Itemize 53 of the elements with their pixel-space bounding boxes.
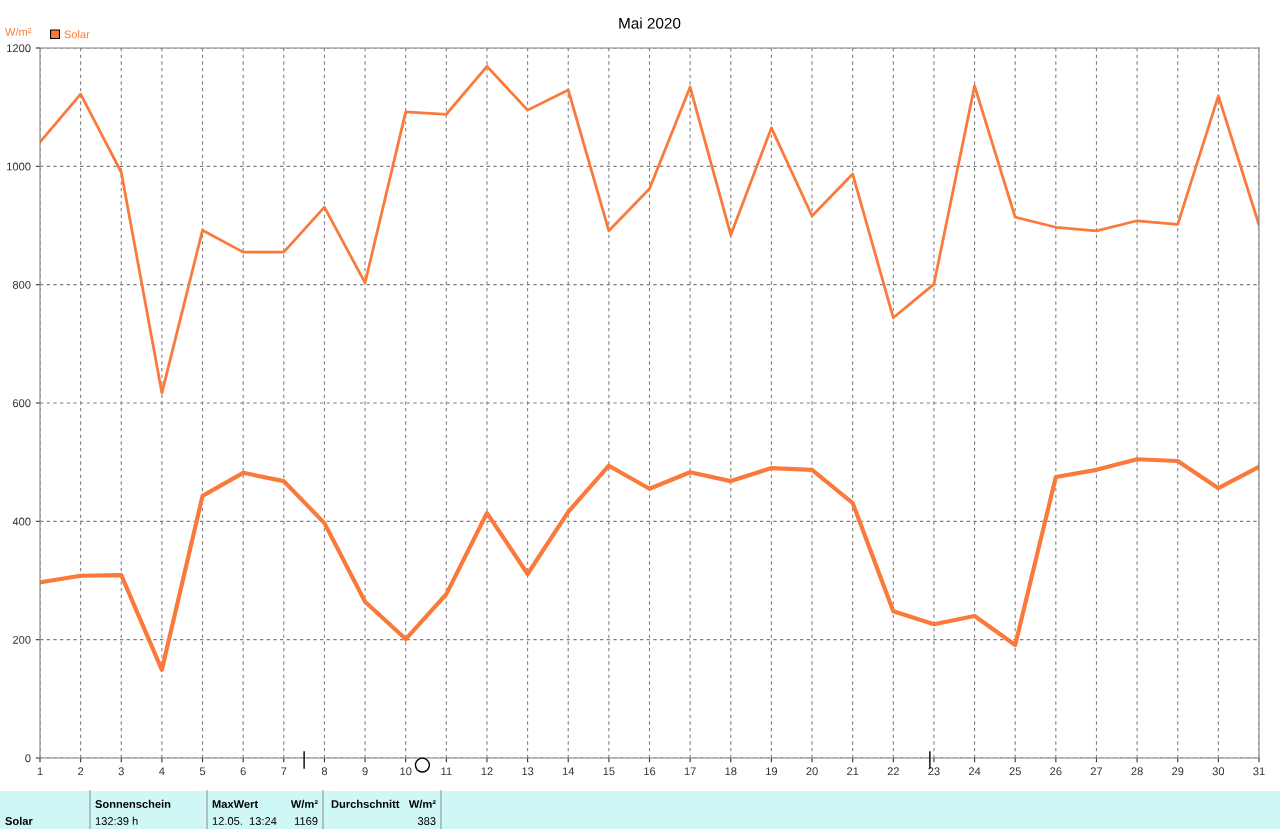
x-tick-label: 30 xyxy=(1212,767,1225,776)
x-tick-label: 28 xyxy=(1131,767,1143,776)
x-tick-label: 12 xyxy=(481,767,493,776)
x-tick-label: 2 xyxy=(78,767,84,776)
x-tick-label: 31 xyxy=(1253,767,1265,776)
x-tick-label: 21 xyxy=(847,767,859,776)
text: 1169 xyxy=(294,817,318,825)
x-tick-label: 5 xyxy=(199,767,206,776)
text: 383 xyxy=(417,817,436,825)
x-tick-label: 1 xyxy=(37,767,43,776)
x-tick-label: 3 xyxy=(118,767,124,776)
y-tick-label: 0 xyxy=(25,754,31,763)
x-tick-label: 15 xyxy=(603,767,615,776)
line-series xyxy=(40,64,1259,395)
y-axis-title: W/m² xyxy=(5,27,32,36)
text: 132:39 h xyxy=(95,816,138,825)
y-tick-label: 1000 xyxy=(7,162,31,171)
y-tick-label: 200 xyxy=(12,635,31,644)
x-tick-label: 17 xyxy=(684,767,696,776)
x-tick-label: 23 xyxy=(928,767,940,776)
text: MaxWert xyxy=(212,800,258,808)
x-tick-label: 18 xyxy=(725,767,737,776)
x-tick-label: 7 xyxy=(281,767,287,776)
x-tick-label: 9 xyxy=(362,767,368,776)
y-tick-label: 1200 xyxy=(7,44,31,53)
x-tick-label: 10 xyxy=(400,767,412,776)
text: W/m² xyxy=(408,799,436,809)
legend-label: Solar xyxy=(64,30,90,39)
x-tick-label: 22 xyxy=(887,767,899,776)
x-tick-label: 19 xyxy=(766,767,778,776)
y-tick-label: 600 xyxy=(13,399,31,408)
text: Sonnenschein xyxy=(95,799,171,808)
x-tick-label: 13 xyxy=(522,767,534,776)
text: Durchschnitt xyxy=(331,799,400,808)
x-tick-label: 16 xyxy=(644,767,656,776)
x-tick-label: 4 xyxy=(159,767,165,776)
x-tick-label: 8 xyxy=(321,767,328,776)
x-tick-label: 20 xyxy=(806,767,818,776)
y-tick-label: 800 xyxy=(12,280,31,289)
text: Solar xyxy=(5,816,33,825)
text: 12.05. 13:24 xyxy=(212,817,277,825)
x-tick-label: 27 xyxy=(1090,767,1103,776)
y-tick-label: 400 xyxy=(12,517,31,526)
x-tick-label: 24 xyxy=(968,767,981,776)
text: W/m² xyxy=(290,799,318,809)
chart-title: Mai 2020 xyxy=(619,17,681,29)
line-series xyxy=(40,457,1259,672)
x-tick-label: 11 xyxy=(441,767,452,776)
x-tick-label: 29 xyxy=(1172,767,1184,776)
x-tick-label: 6 xyxy=(240,767,246,776)
x-tick-label: 25 xyxy=(1009,767,1021,776)
x-tick-label: 26 xyxy=(1050,767,1062,776)
x-tick-label: 14 xyxy=(562,767,575,776)
